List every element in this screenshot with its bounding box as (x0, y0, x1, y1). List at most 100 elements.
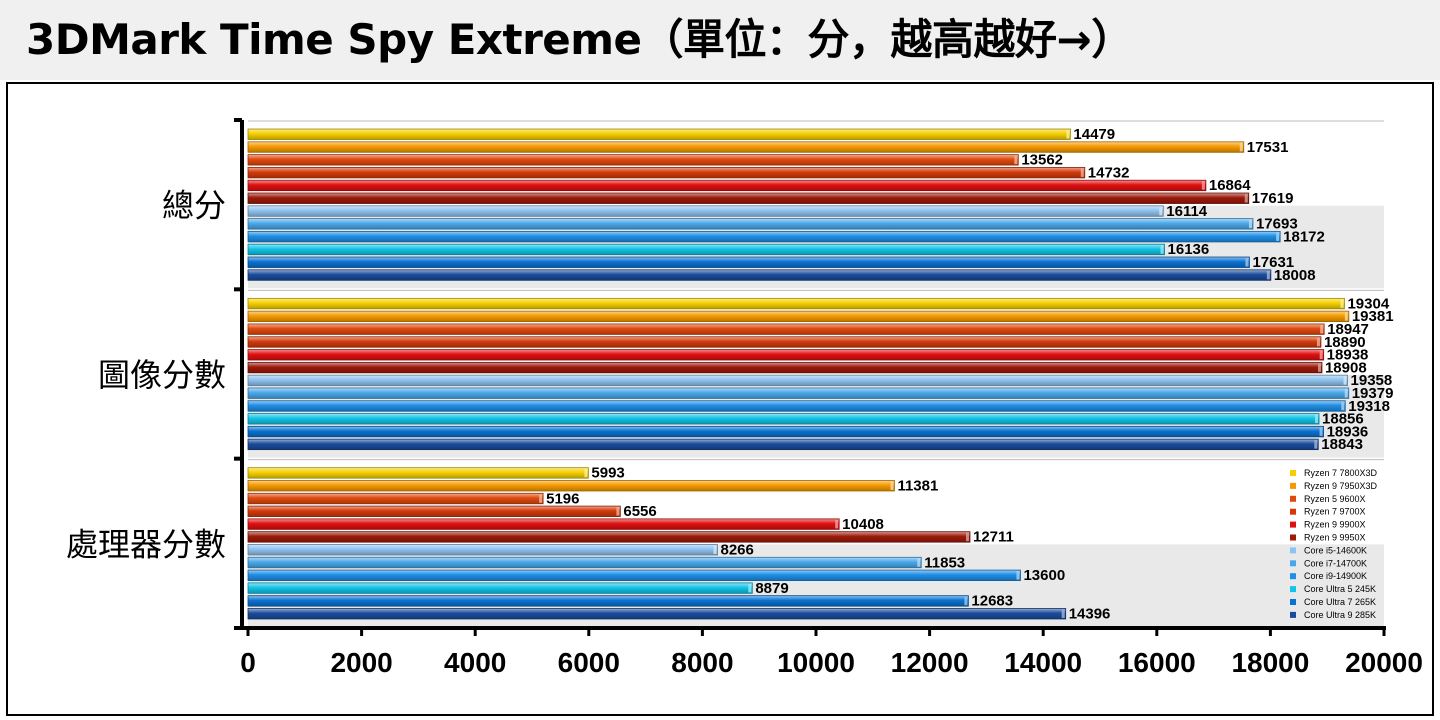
bar (247, 205, 1164, 217)
legend-label: Core Ultra 5 245K (1304, 584, 1376, 594)
bar (247, 413, 1320, 425)
data-label: 17631 (1252, 254, 1294, 271)
legend-swatch (1290, 534, 1296, 541)
bar (247, 595, 969, 607)
bar (247, 544, 718, 556)
bar-end-cap (965, 532, 969, 542)
legend-swatch (1290, 560, 1296, 567)
bar (247, 608, 1067, 620)
bar-end-cap (748, 583, 752, 593)
bar-end-cap (1160, 245, 1164, 254)
bar (247, 269, 1272, 281)
legend-label: Core i9-14900K (1304, 571, 1367, 581)
data-label: 8266 (721, 541, 754, 558)
bar (247, 480, 895, 492)
legend-label: Ryzen 7 7800X3D (1304, 468, 1378, 478)
legend-swatch (1290, 508, 1296, 515)
data-label: 11853 (924, 554, 965, 571)
legend-label: Ryzen 5 9600X (1304, 494, 1366, 504)
bar (247, 467, 589, 479)
data-label: 14479 (1073, 126, 1115, 143)
bar-end-cap (964, 596, 968, 606)
category-label: 總分 (162, 187, 226, 225)
legend-label: Core i5-14600K (1304, 545, 1367, 555)
bar (247, 179, 1207, 192)
x-tick-label: 12000 (891, 647, 969, 678)
bar-end-cap (539, 494, 543, 503)
bar (247, 531, 971, 543)
bar-end-cap (584, 468, 588, 478)
legend-label: Ryzen 9 7950X3D (1304, 481, 1378, 491)
data-label: 18890 (1324, 334, 1366, 351)
bar-end-cap (1244, 194, 1248, 203)
data-label: 10408 (842, 516, 884, 533)
bar-end-cap (1066, 130, 1070, 139)
bar-end-cap (1201, 181, 1205, 190)
bar-end-cap (1319, 427, 1323, 436)
bar (247, 323, 1325, 335)
x-tick-label: 16000 (1118, 647, 1196, 678)
data-label: 19358 (1351, 372, 1393, 389)
bar (247, 128, 1071, 140)
bar-end-cap (1239, 142, 1243, 152)
bar-end-cap (1061, 609, 1065, 618)
legend-swatch (1290, 470, 1296, 476)
bar-end-cap (1316, 337, 1320, 347)
bar (247, 425, 1324, 438)
bar (247, 387, 1350, 399)
bar-end-cap (1315, 414, 1319, 424)
x-tick-label: 18000 (1231, 647, 1309, 678)
x-tick-label: 8000 (671, 647, 733, 678)
legend-label: Core Ultra 7 265K (1304, 597, 1376, 607)
bar (247, 518, 840, 530)
bar-end-cap (1080, 168, 1084, 177)
bar-end-cap (1340, 299, 1344, 308)
data-label: 5993 (591, 465, 624, 482)
bar (247, 438, 1319, 451)
bar (247, 582, 753, 594)
bar (247, 256, 1250, 268)
data-label: 16864 (1209, 177, 1251, 194)
data-label: 18938 (1327, 347, 1369, 364)
bar-end-cap (1343, 376, 1347, 385)
legend-swatch (1290, 547, 1296, 554)
data-label: 18947 (1327, 321, 1369, 338)
bar (247, 310, 1350, 323)
bar-end-cap (1341, 401, 1345, 411)
bar (247, 492, 544, 505)
bar-end-cap (1319, 350, 1323, 360)
bar-end-cap (1014, 155, 1018, 165)
legend-swatch (1290, 521, 1296, 528)
data-label: 17531 (1247, 139, 1289, 156)
bar (247, 361, 1323, 374)
bar-end-cap (1016, 571, 1020, 580)
data-label: 11381 (897, 477, 938, 494)
data-label: 12711 (973, 529, 1014, 546)
legend-swatch (1290, 495, 1296, 502)
data-label: 16114 (1166, 203, 1208, 220)
legend-label: Core i7-14700K (1304, 558, 1367, 568)
bar-end-cap (1344, 312, 1348, 321)
bar (247, 374, 1348, 387)
legend-swatch (1290, 586, 1296, 593)
data-label: 18008 (1274, 267, 1316, 284)
legend-swatch (1290, 482, 1296, 489)
bar-end-cap (917, 558, 921, 567)
bar-end-cap (1248, 219, 1252, 229)
x-tick-label: 10000 (777, 647, 855, 678)
data-label: 19379 (1352, 385, 1394, 402)
bar (247, 336, 1322, 348)
data-label: 17619 (1252, 190, 1294, 207)
data-label: 19381 (1352, 308, 1394, 325)
legend-swatch (1290, 599, 1296, 605)
legend-label: Ryzen 7 9700X (1304, 507, 1366, 517)
bar (247, 505, 621, 517)
data-label: 13562 (1021, 152, 1063, 169)
chart-frame (6, 82, 1434, 716)
bar-end-cap (1159, 206, 1163, 216)
legend-label: Ryzen 9 9900X (1304, 520, 1366, 530)
chart-title: 3DMark Time Spy Extreme（單位：分，越高越好→） (26, 15, 1133, 64)
bar-end-cap (1276, 232, 1280, 241)
x-tick-label: 4000 (444, 647, 506, 678)
